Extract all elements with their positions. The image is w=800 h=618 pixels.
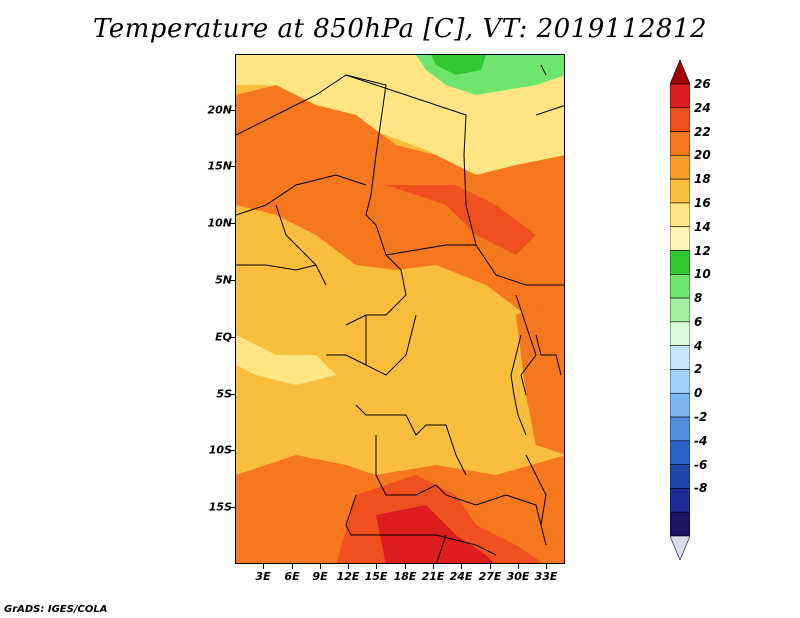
colorbar-segment [670, 416, 690, 442]
colorbar-segment [670, 155, 690, 180]
colorbar-segment [670, 226, 690, 251]
y-tick [230, 280, 235, 281]
colorbar-label: -6 [694, 457, 708, 472]
y-tick [230, 394, 235, 395]
x-tick [348, 564, 349, 569]
lat-label: 5N [215, 273, 232, 287]
x-tick [320, 564, 321, 569]
colorbar-label: 6 [694, 314, 703, 329]
colorbar-segment [670, 440, 690, 465]
map-title: Temperature at 850hPa [C], VT: 201911281… [92, 14, 708, 44]
colorbar-label: 26 [694, 77, 711, 91]
colorbar-segment [670, 488, 690, 513]
x-tick [546, 564, 547, 569]
colorbar-label: 12 [694, 243, 711, 258]
lat-label: 20N [207, 103, 232, 117]
y-tick [230, 223, 235, 224]
hot-band-sahel [236, 85, 564, 315]
x-tick [263, 564, 264, 569]
colorbar-top-triangle [670, 60, 690, 85]
x-tick [518, 564, 519, 569]
y-tick [230, 166, 235, 167]
colorbar [670, 60, 690, 560]
colorbar-segment [670, 511, 690, 537]
colorbar-segment [670, 250, 690, 275]
temperature-map [235, 54, 565, 564]
lon-label: 24E [449, 570, 473, 583]
x-tick [490, 564, 491, 569]
colorbar-segment [670, 131, 690, 156]
lat-label: 10N [207, 216, 232, 230]
colorbar-segment [670, 369, 690, 394]
colorbar-segment [670, 392, 690, 418]
lon-label: 15E [364, 570, 388, 583]
colorbar-label: 8 [694, 291, 703, 306]
x-tick [376, 564, 377, 569]
cool-patch-core [431, 55, 486, 75]
east-warm [516, 295, 564, 455]
colorbar-segment [670, 274, 690, 299]
x-tick [292, 564, 293, 569]
lon-label: 6E [284, 570, 300, 583]
colorbar-label: 16 [694, 195, 711, 210]
colorbar-label: -8 [694, 481, 708, 496]
lat-label: 15N [207, 159, 232, 173]
country-borders [236, 64, 564, 563]
lat-label: 15S [208, 500, 232, 514]
colorbar-bottom-triangle [670, 535, 690, 560]
y-tick [230, 450, 235, 451]
hot-core-sahel [386, 185, 536, 255]
colorbar-segment [670, 464, 690, 489]
hottest-core [376, 505, 494, 563]
coastal-band [236, 335, 336, 385]
colorbar-label: 2 [694, 362, 703, 377]
colorbar-label: 0 [694, 386, 703, 401]
lat-label: 10S [208, 443, 232, 457]
lon-label: 27E [478, 570, 502, 583]
lon-label: 9E [312, 570, 328, 583]
colorbar-label: 24 [694, 100, 711, 115]
y-tick [230, 507, 235, 508]
credit-text: GrADS: IGES/COLA [4, 604, 108, 615]
x-tick [405, 564, 406, 569]
colorbar-label: 18 [694, 172, 711, 187]
lon-label: 30E [506, 570, 530, 583]
x-tick [461, 564, 462, 569]
colorbar-label: 10 [694, 267, 711, 282]
map-canvas [236, 55, 564, 563]
colorbar-segment [670, 321, 690, 346]
lon-label: 3E [255, 570, 271, 583]
x-tick [433, 564, 434, 569]
lat-label: EQ [215, 330, 232, 344]
colorbar-segment [670, 202, 690, 228]
lon-label: 33E [534, 570, 558, 583]
colorbar-segment [670, 107, 690, 132]
colorbar-label: -2 [694, 410, 708, 425]
colorbar-label: 14 [694, 219, 711, 234]
colorbar-label: 4 [694, 338, 703, 353]
colorbar-label: 22 [694, 124, 711, 139]
y-tick [230, 337, 235, 338]
colorbar-label: 20 [694, 148, 711, 163]
colorbar-segment [670, 178, 690, 204]
central-region [236, 265, 536, 455]
colorbar-segment [670, 297, 690, 323]
colorbar-segment [670, 345, 690, 370]
y-tick [230, 110, 235, 111]
lon-label: 21E [421, 570, 445, 583]
lon-label: 12E [336, 570, 360, 583]
lat-label: 5S [216, 387, 232, 401]
colorbar-label: -4 [694, 433, 708, 448]
colorbar-segment [670, 83, 690, 109]
lon-label: 18E [393, 570, 417, 583]
